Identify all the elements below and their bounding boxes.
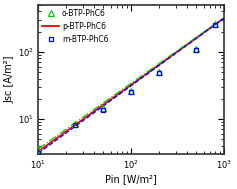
o-BTP-PhC6 <box>195 48 198 50</box>
m-BTP-PhC6 <box>74 124 77 127</box>
m-BTP-PhC6 <box>158 72 161 74</box>
m-BTP-PhC6 <box>102 108 105 111</box>
o-BTP-PhC6 <box>158 71 161 73</box>
m-BTP-PhC6 <box>214 24 217 26</box>
p-BTP-PhC6 <box>48 142 51 144</box>
p-BTP-PhC6 <box>37 150 40 153</box>
X-axis label: Pin [W/m²]: Pin [W/m²] <box>105 174 157 184</box>
Line: m-BTP-PhC6: m-BTP-PhC6 <box>36 23 217 155</box>
o-BTP-PhC6 <box>130 90 133 92</box>
p-BTP-PhC6 <box>213 24 216 26</box>
m-BTP-PhC6 <box>130 91 133 93</box>
o-BTP-PhC6 <box>74 123 77 125</box>
p-BTP-PhC6 <box>223 17 226 19</box>
p-BTP-PhC6 <box>87 115 89 117</box>
o-BTP-PhC6 <box>102 107 105 109</box>
p-BTP-PhC6 <box>45 145 47 147</box>
Line: p-BTP-PhC6: p-BTP-PhC6 <box>38 18 224 151</box>
Line: o-BTP-PhC6: o-BTP-PhC6 <box>36 21 218 152</box>
m-BTP-PhC6 <box>37 152 40 154</box>
o-BTP-PhC6 <box>37 148 40 150</box>
Legend: o-BTP-PhC6, p-BTP-PhC6, m-BTP-PhC6: o-BTP-PhC6, p-BTP-PhC6, m-BTP-PhC6 <box>41 7 110 46</box>
p-BTP-PhC6 <box>72 125 74 128</box>
o-BTP-PhC6 <box>214 23 217 25</box>
p-BTP-PhC6 <box>207 28 210 31</box>
m-BTP-PhC6 <box>195 49 198 51</box>
Y-axis label: Jsc [A/m²]: Jsc [A/m²] <box>5 56 15 103</box>
